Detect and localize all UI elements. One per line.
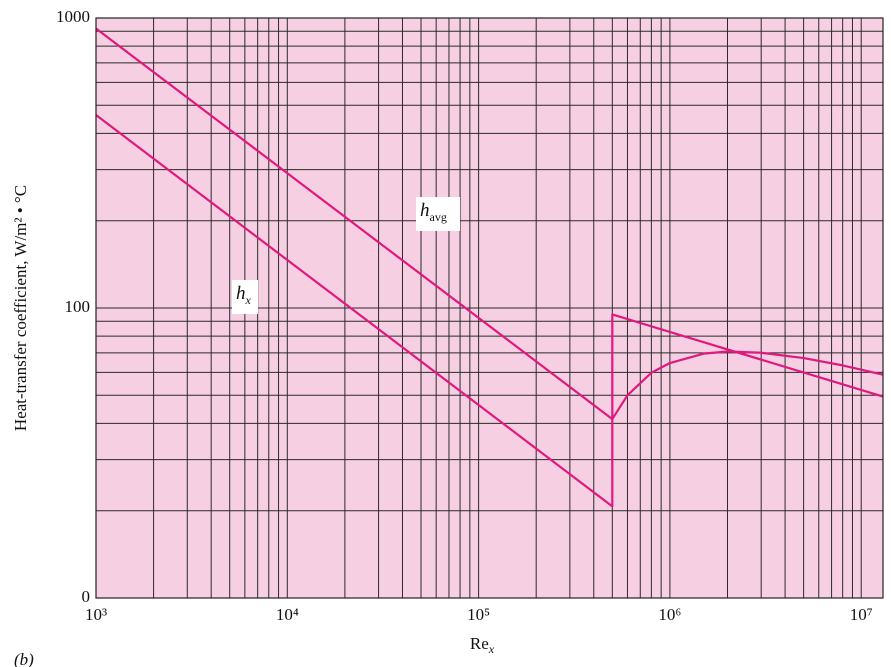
x-tick-label: 10⁷ [850, 605, 873, 624]
figure-label: (b) [14, 650, 34, 667]
x-tick-label: 10⁶ [658, 605, 681, 624]
series-label-box [416, 197, 460, 231]
x-tick-label: 10⁵ [467, 605, 490, 624]
series-label: havg [420, 200, 447, 223]
x-axis-label: Rex [470, 634, 495, 656]
series-label-box [232, 280, 258, 314]
x-label-main: Re [470, 634, 489, 653]
series-label-name: h [236, 283, 246, 304]
series-label: hx [236, 283, 252, 306]
x-tick-label: 10³ [85, 605, 107, 624]
y-axis-label: Heat-transfer coefficient, W/m² • °C [11, 185, 30, 431]
x-tick-label: 10⁴ [276, 605, 299, 624]
y-tick-label: 1000 [56, 7, 90, 26]
series-label-sub: avg [430, 210, 447, 224]
series-label-name: h [420, 200, 430, 221]
x-label-sub: x [488, 642, 495, 656]
series-line [95, 27, 884, 421]
series-label-sub: x [245, 293, 252, 307]
y-tick-label: 0 [82, 587, 91, 606]
y-tick-label: 100 [65, 297, 91, 316]
plot-frame [95, 17, 884, 599]
series-line [95, 114, 884, 508]
